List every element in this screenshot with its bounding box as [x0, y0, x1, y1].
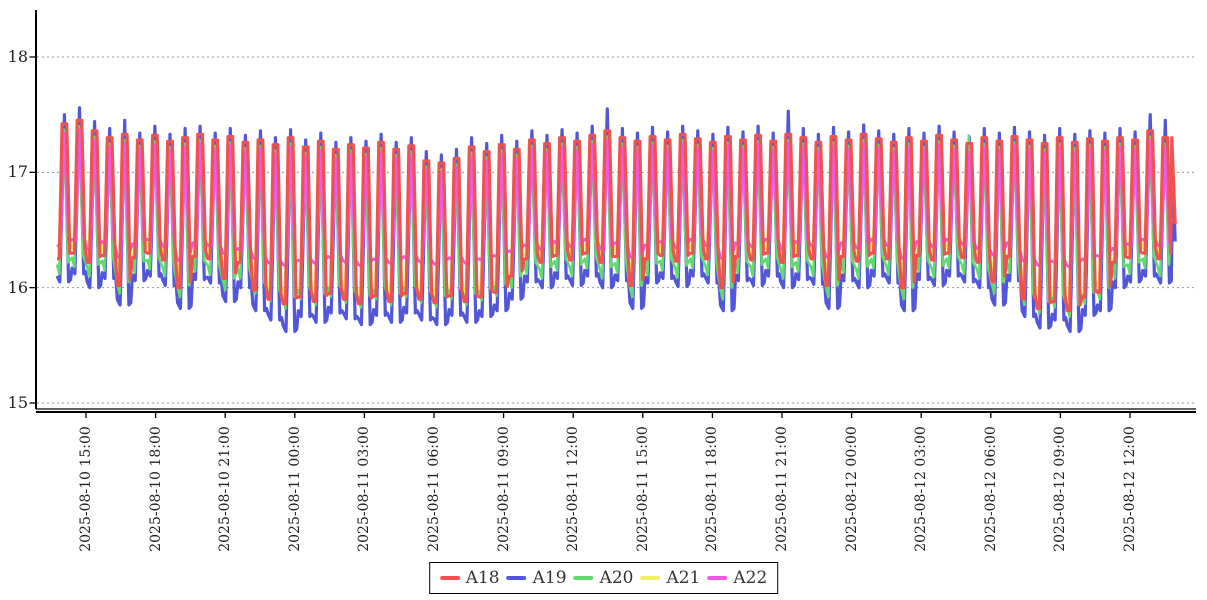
legend-swatch-a19-icon	[506, 576, 527, 580]
y-axis-tick-label: 17	[7, 162, 28, 182]
legend-swatch-a21-icon	[640, 576, 661, 580]
x-axis-tick-label: 2025-08-11 21:00	[774, 426, 790, 552]
x-axis-tick-label: 2025-08-12 06:00	[982, 426, 999, 552]
x-axis-tick-label: 2025-08-12 12:00	[1122, 426, 1138, 552]
x-axis-tick-label: 2025-08-11 18:00	[704, 426, 721, 552]
x-axis-tick-label: 2025-08-10 21:00	[217, 426, 234, 552]
legend-item-a20: A20	[573, 568, 634, 588]
legend-item-a18: A18	[439, 568, 500, 588]
x-axis-tick-label: 2025-08-11 06:00	[426, 426, 442, 552]
x-axis-tick-label: 2025-08-11 03:00	[356, 426, 373, 552]
x-axis-tick-label: 2025-08-11 00:00	[286, 426, 303, 552]
legend-item-a22: A22	[707, 568, 767, 588]
x-axis-tick-label: 2025-08-10 15:00	[78, 426, 94, 552]
legend-swatch-a22-icon	[707, 576, 728, 580]
y-axis-tick-label: 15	[7, 392, 28, 412]
x-axis-tick-label: 2025-08-11 15:00	[634, 426, 651, 552]
legend-item-a19: A19	[506, 568, 567, 588]
legend-swatch-a18-icon	[439, 576, 460, 580]
series-line-a18	[57, 118, 1177, 313]
legend-label-a20: A20	[599, 568, 634, 588]
legend: A18 A19 A20 A21 A22	[428, 562, 779, 594]
legend-label-a22: A22	[733, 568, 768, 588]
x-axis-tick-label: 2025-08-12 00:00	[843, 426, 860, 552]
legend-label-a21: A21	[666, 568, 701, 588]
x-axis-tick-label: 2025-08-11 12:00	[565, 426, 582, 552]
x-axis-tick-label: 2025-08-12 09:00	[1052, 426, 1069, 552]
y-axis-tick-label: 18	[7, 47, 28, 66]
x-axis-tick-label: 2025-08-11 09:00	[495, 426, 512, 552]
y-axis-tick-label: 16	[7, 277, 28, 297]
legend-label-a18: A18	[465, 568, 500, 588]
legend-swatch-a20-icon	[573, 576, 594, 580]
legend-label-a19: A19	[532, 568, 567, 588]
series-line-a19	[55, 106, 1177, 334]
legend-item-a21: A21	[640, 568, 700, 588]
x-axis-tick-label: 2025-08-10 18:00	[147, 426, 164, 552]
x-axis-tick-label: 2025-08-12 03:00	[913, 426, 930, 552]
